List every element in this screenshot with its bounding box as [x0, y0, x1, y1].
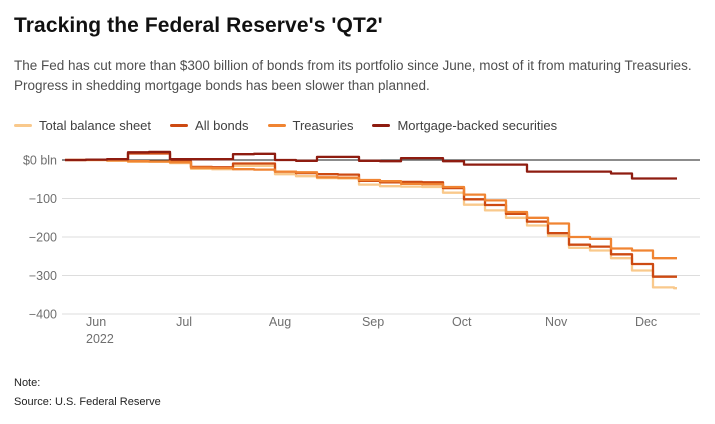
series-line-treasuries: [65, 158, 677, 260]
x-month-label: Nov: [545, 315, 568, 329]
x-month-label: Sep: [362, 315, 384, 329]
x-month-label: Aug: [269, 315, 291, 329]
chart-footer: Note: Source: U.S. Federal Reserve: [14, 374, 161, 412]
chart-canvas: $0 bln −100 −200 −300 −400 Jun 2022 Jul Aug Sep Oc…: [23, 150, 700, 346]
chart-area: $0 bln −100 −200 −300 −400 Jun 2022 Jul Aug Sep Oc…: [0, 143, 715, 368]
page-title: Tracking the Federal Reserve's 'QT2': [14, 14, 383, 37]
legend-label: Total balance sheet: [39, 118, 152, 133]
y-tick-label: $0 bln: [23, 154, 57, 168]
x-year-label: 2022: [86, 332, 114, 346]
chart-subtitle: The Fed has cut more than $300 billion o…: [14, 58, 692, 93]
mortgage-backed-securities-line-swatch-icon: [372, 124, 391, 127]
note-text: Note:: [14, 377, 41, 389]
legend-label: All bonds: [195, 118, 249, 133]
x-month-label: Dec: [635, 315, 657, 329]
legend-item-treasuries: Treasuries: [267, 118, 354, 133]
all-bonds-line-swatch-icon: [170, 124, 189, 127]
treasuries-line-swatch-icon: [267, 124, 286, 127]
legend-item-total-balance-sheet: Total balance sheet: [14, 118, 151, 133]
series-line-mortgage-backed-securities: [65, 150, 677, 180]
legend-item-mortgage-backed-securities: Mortgage-backed securities: [372, 118, 557, 133]
legend-label: Treasuries: [292, 118, 354, 133]
y-tick-label: −100: [29, 192, 57, 206]
total-balance-sheet-line-swatch-icon: [14, 124, 32, 127]
source-text: Source: U.S. Federal Reserve: [14, 396, 161, 408]
y-tick-label: −400: [29, 308, 57, 322]
x-month-label: Oct: [452, 315, 472, 329]
y-tick-label: −200: [29, 231, 57, 245]
legend-label: Mortgage-backed securities: [397, 118, 558, 133]
chart-legend: Total balance sheet All bonds Treasuries…: [14, 118, 557, 133]
y-tick-label: −300: [29, 269, 57, 283]
x-month-label: Jun: [86, 315, 106, 329]
legend-item-all-bonds: All bonds: [170, 118, 249, 133]
x-month-label: Jul: [176, 315, 192, 329]
